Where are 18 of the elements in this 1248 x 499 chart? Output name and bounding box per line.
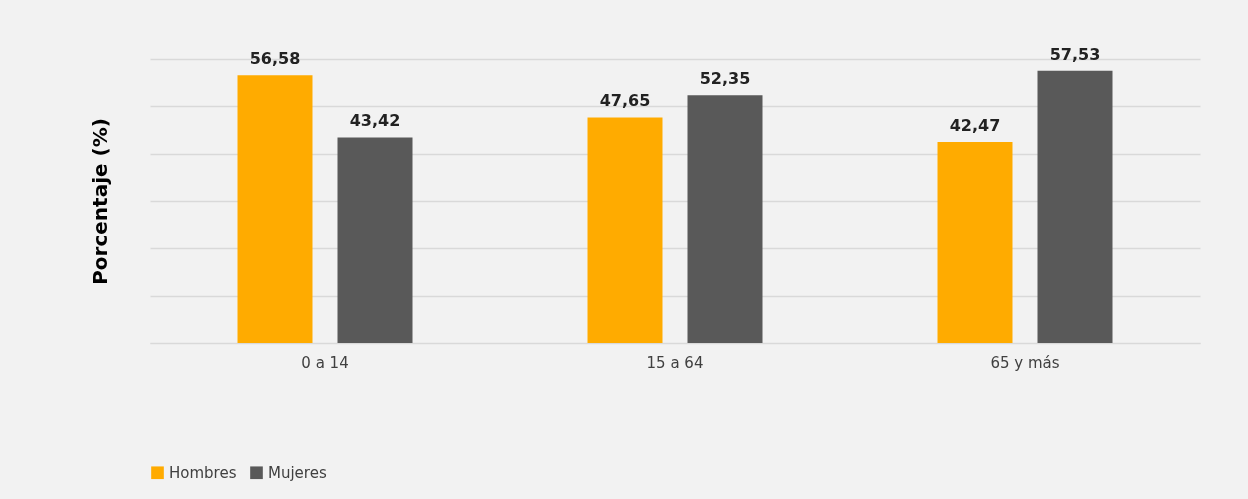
data-label: 43,42 [349,111,401,131]
x-tick-label: 15 a 64 [646,353,704,372]
x-tick-label: 0 a 14 [301,353,349,372]
bar [337,137,413,343]
data-label: 52,35 [699,69,751,89]
bar [937,141,1013,343]
bar [1037,70,1113,343]
data-label: 42,47 [949,115,1001,135]
data-label: 57,53 [1049,44,1101,64]
legend-label: Mujeres [268,463,327,482]
x-tick-label: 65 y más [990,353,1060,372]
y-axis-title: Porcentaje (%) [87,118,112,285]
bar [237,75,313,343]
data-label: 56,58 [249,49,301,69]
data-label: 47,65 [599,91,651,111]
bar [687,95,763,343]
bar [587,117,663,343]
legend-label: Hombres [169,463,237,482]
